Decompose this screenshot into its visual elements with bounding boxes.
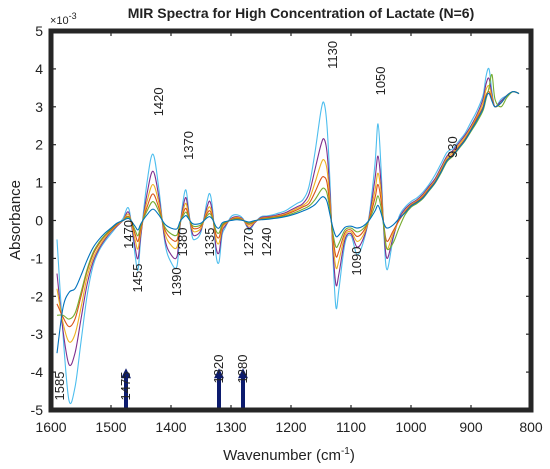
tick-layer: 1600 1500 1400 1300 1200 1100 1000 900 800 -5 -4 -3… <box>31 23 543 435</box>
y-exponent-label: ×10-3 <box>50 11 77 27</box>
peak-label-1270: 1270 <box>241 228 256 257</box>
peak-label-1455: 1455 <box>130 264 145 293</box>
peak-label-1420: 1420 <box>151 87 166 116</box>
y-axis-label: Absorbance <box>7 180 24 260</box>
series-line-2 <box>56 77 520 366</box>
arrow-head-3 <box>238 368 248 379</box>
x-axis-unit: (cm <box>316 447 341 464</box>
y-tick-label: 4 <box>35 61 43 77</box>
peak-label-1130: 1130 <box>325 41 340 69</box>
peak-label-1280: 1280 <box>235 355 250 384</box>
peak-label-930: 930 <box>445 136 460 158</box>
arrow-head-2 <box>214 368 224 379</box>
x-tick-label: 1100 <box>336 419 366 435</box>
y-tick-label: -1 <box>31 250 44 266</box>
x-axis-unit-sup: -1 <box>341 446 350 457</box>
x-tick-label: 1400 <box>155 419 186 435</box>
y-exponent-base: ×10 <box>50 15 69 27</box>
x-axis-label: Wavenumber (cm-1) <box>223 446 355 464</box>
y-tick-label: 5 <box>35 23 43 39</box>
x-tick-label: 900 <box>459 419 483 435</box>
x-tick-label: 1500 <box>95 419 126 435</box>
peak-label-1475: 1475 <box>118 372 133 401</box>
x-axis-unit-close: ) <box>350 447 355 464</box>
peak-label-1470: 1470 <box>121 220 136 249</box>
y-tick-label: 0 <box>35 213 43 229</box>
x-axis-label-text: Wavenumber <box>223 447 312 464</box>
x-tick-label: 800 <box>519 419 543 435</box>
chart-title: MIR Spectra for High Concentration of La… <box>128 5 475 21</box>
y-tick-label: -5 <box>31 402 44 418</box>
y-exponent-power: -3 <box>69 11 77 21</box>
x-tick-label: 1200 <box>275 419 306 435</box>
y-tick-label: 2 <box>35 137 43 153</box>
arrow-head-1 <box>121 368 131 379</box>
series-line-6 <box>56 91 520 354</box>
peak-label-1240: 1240 <box>259 228 274 257</box>
x-tick-label: 1600 <box>35 419 66 435</box>
arrow-layer <box>121 368 248 410</box>
peak-label-1370: 1370 <box>181 131 196 160</box>
x-tick-label: 1300 <box>215 419 246 435</box>
y-tick-label: -3 <box>31 326 44 342</box>
peak-label-1090: 1090 <box>349 247 364 276</box>
x-tick-label: 1000 <box>395 419 426 435</box>
peak-label-1390: 1390 <box>169 267 184 296</box>
peak-label-1380: 1380 <box>175 228 190 257</box>
y-tick-label: 3 <box>35 99 43 115</box>
y-tick-label: -2 <box>31 288 44 304</box>
y-tick-label: 1 <box>35 175 43 191</box>
y-tick-label: -4 <box>31 364 44 380</box>
peak-label-1585: 1585 <box>52 372 67 401</box>
peak-label-1050: 1050 <box>373 66 388 95</box>
peak-label-layer: 1585 1475 1470 1455 1420 1390 1380 1370 1335 1320… <box>52 41 460 401</box>
series-layer <box>56 67 520 405</box>
peak-label-1335: 1335 <box>202 228 217 257</box>
plot-area-frame <box>48 28 534 413</box>
peak-label-1320: 1320 <box>211 355 226 384</box>
